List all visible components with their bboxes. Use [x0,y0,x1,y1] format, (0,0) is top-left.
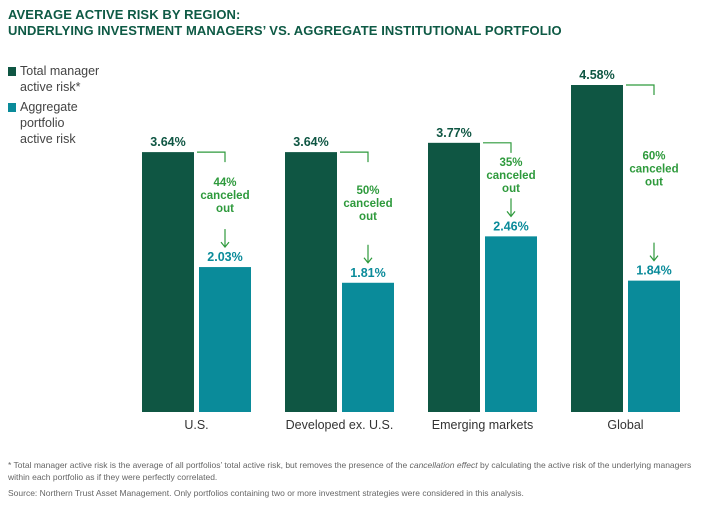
category-label-3: Global [607,418,643,432]
bar-aggregate-3 [628,280,680,412]
category-label-2: Emerging markets [432,418,533,432]
annotation-bracket-2 [483,142,512,153]
data-label-total-2: 3.77% [436,126,471,140]
data-label-aggregate-3: 1.84% [636,264,671,278]
annotation-text-3-1: canceled [629,163,678,175]
bar-total-0 [142,152,194,413]
bar-aggregate-2 [485,236,537,412]
data-label-total-3: 4.58% [579,68,614,82]
legend-swatch-aggregate [8,103,16,112]
chart-title-line1: AVERAGE ACTIVE RISK BY REGION: [8,7,241,22]
bar-total-2 [428,142,480,412]
footnote: * Total manager active risk is the avera… [8,459,708,483]
annotation-text-1-0: 50% [356,185,379,197]
annotation-text-0-0: 44% [213,177,236,189]
annotation-text-0-2: out [216,203,234,215]
annotation-text-3-0: 60% [642,150,665,162]
annotation-arrowhead-2 [506,210,516,218]
annotation-text-1-1: canceled [343,198,392,210]
legend-item-aggregate: Aggregate portfolio active risk [8,99,130,147]
footnote-italic: cancellation effect [409,460,478,470]
data-label-total-1: 3.64% [293,135,328,149]
footnote-part1: * Total manager active risk is the avera… [8,460,410,470]
annotation-bracket-0 [197,151,226,163]
legend-item-total: Total manager active risk* [8,63,130,95]
annotation-bracket-1 [340,151,369,163]
bar-total-1 [285,152,337,413]
annotation-arrowhead-1 [363,257,373,264]
annotation-arrowhead-3 [649,255,659,262]
legend-label-aggregate: Aggregate portfolio active risk [20,100,78,146]
annotation-text-0-1: canceled [200,190,249,202]
legend-label-total: Total manager active risk* [20,64,100,94]
chart-title-line2: UNDERLYING INVESTMENT MANAGERS’ VS. AGGR… [8,23,562,38]
annotation-text-2-2: out [502,183,520,195]
bar-total-3 [571,85,623,412]
bar-chart: 3.64%2.03%44%canceledoutU.S.3.64%1.81%50… [142,68,681,432]
annotation-arrowhead-0 [220,241,230,249]
footnote-part2: by calculating the active risk of the un… [8,460,692,482]
bar-aggregate-1 [342,282,394,412]
data-label-aggregate-0: 2.03% [207,250,242,264]
data-label-total-0: 3.64% [150,135,185,149]
annotation-text-2-0: 35% [499,157,522,169]
category-label-0: U.S. [184,418,208,432]
data-label-aggregate-2: 2.46% [493,219,528,233]
category-label-1: Developed ex. U.S. [286,418,394,432]
bar-aggregate-0 [199,267,251,412]
legend-swatch-total [8,67,16,76]
source-note: Source: Northern Trust Asset Management.… [8,488,524,498]
chart-title: AVERAGE ACTIVE RISK BY REGION: UNDERLYIN… [8,7,562,39]
legend: Total manager active risk* Aggregate por… [8,63,130,151]
annotation-bracket-3 [626,84,655,95]
annotation-text-2-1: canceled [486,170,535,182]
data-label-aggregate-1: 1.81% [350,266,385,280]
annotation-text-3-2: out [645,176,663,188]
annotation-text-1-2: out [359,211,377,223]
